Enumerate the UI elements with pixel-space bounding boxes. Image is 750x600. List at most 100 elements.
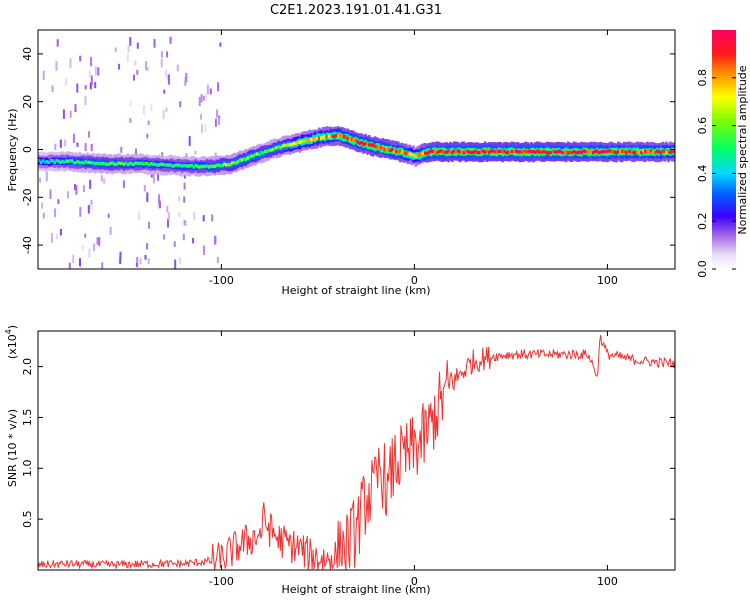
spectrogram-cell: [636, 150, 639, 155]
spectrogram-cell: [271, 148, 275, 152]
spectrogram-cell: [267, 148, 271, 153]
spectrogram-cell: [147, 258, 150, 265]
spectrogram-cell: [146, 133, 149, 139]
spectrogram-cell: [101, 262, 104, 269]
colorbar-ticks: 0.0 0.2 0.4 0.6 0.8: [696, 69, 736, 278]
spectrogram-cell: [176, 64, 179, 72]
spectrogram-cell: [138, 161, 141, 166]
spectrogram-cell: [169, 36, 172, 44]
spectrogram-cell: [159, 200, 161, 209]
spectrogram-cell: [275, 146, 278, 150]
spectrogram-cell: [163, 234, 166, 240]
spectrogram-cell: [551, 149, 554, 153]
spectrogram-cell: [659, 150, 663, 155]
snr-multiplier-text: (x10: [6, 334, 19, 359]
spectrogram-cell: [632, 150, 635, 154]
snr-multiplier-close: ): [6, 325, 19, 329]
spectrogram-cell: [308, 138, 311, 142]
spectrogram-cell: [566, 151, 570, 155]
spectrogram-cell: [107, 162, 110, 166]
spectrogram-cell: [547, 151, 551, 155]
spectrogram-cell: [439, 149, 442, 153]
spectrogram-cell: [512, 149, 516, 153]
spectrogram-cell: [383, 148, 386, 152]
spectrogram-cell: [466, 149, 469, 154]
spectrogram-cell: [200, 164, 203, 169]
spectrogram-cell: [90, 75, 93, 86]
spectrogram-cell: [120, 147, 123, 153]
snr-panel: -100 0 100 0.5 1.0 1.5 2.0 Height of straight …: [4, 325, 676, 596]
spectrogram-cell: [93, 243, 96, 252]
spectrogram-cell: [586, 150, 589, 154]
spectrogram-cell: [118, 63, 120, 70]
spectrogram-cell: [240, 158, 244, 162]
spectrogram-cell: [549, 150, 552, 155]
spectrogram-cell: [406, 151, 410, 155]
spectrogram-cell: [45, 171, 48, 182]
spectrogram-cell: [561, 151, 564, 155]
spectrogram-cell: [640, 150, 643, 155]
spectrogram-cell: [221, 163, 224, 167]
spectrogram-cell: [238, 158, 242, 162]
spectrogram-cell: [75, 185, 78, 195]
spectrogram-cell: [510, 149, 514, 154]
spectrogram-cell: [250, 154, 253, 158]
spectrogram-cell: [157, 172, 159, 181]
spectrogram-cell: [56, 39, 59, 47]
spectrogram-cell: [165, 107, 168, 113]
spectrogram-cell: [217, 82, 220, 92]
spectrogram-cell: [302, 139, 305, 143]
spectrogram-cell: [185, 220, 188, 227]
spectrogram-cell: [429, 149, 433, 153]
spectrogram-cell: [147, 120, 150, 126]
spectrogram-cell: [70, 159, 74, 163]
spectrogram-cell: [211, 214, 214, 222]
spectrogram-cell: [135, 263, 138, 268]
spectrogram-cell: [39, 177, 42, 183]
spectrogram-cell: [451, 150, 454, 154]
spectrogram-cell: [69, 110, 72, 118]
spectrogram-cell: [433, 149, 437, 153]
spectrogram-cell: [227, 163, 230, 167]
spectrogram-cell: [244, 157, 247, 162]
colorbar-tick-label: 0.4: [696, 165, 709, 183]
spectrogram-cell: [269, 148, 273, 152]
spectrogram-cell: [165, 69, 167, 78]
spectrogram-cell: [160, 51, 163, 58]
snr-ytick-label: 0.5: [21, 510, 34, 528]
spectrogram-cell: [414, 154, 417, 159]
spectrogram-cell: [111, 161, 114, 165]
spectrogram-cell: [49, 159, 53, 163]
spectrogram-cell: [157, 163, 161, 167]
spectrogram-xtick-label: 0: [411, 274, 418, 287]
snr-plot-area: [38, 331, 675, 570]
spectrogram-cell: [601, 149, 605, 154]
spectrogram-cell: [161, 162, 164, 166]
spectrogram-cell: [129, 100, 132, 107]
spectrogram-cell: [145, 61, 148, 71]
spectrogram-cell: [90, 199, 93, 206]
spectrogram-cell: [296, 140, 300, 144]
spectrogram-cell: [649, 149, 653, 153]
spectrogram-cell: [225, 163, 228, 167]
spectrogram-cell: [67, 159, 70, 163]
spectrogram-cell: [62, 109, 65, 119]
spectrogram-cell: [182, 233, 185, 241]
spectrogram-cell: [61, 159, 64, 164]
spectrogram-cell: [124, 161, 128, 165]
spectrogram-cell: [360, 141, 363, 145]
spectrogram-cell: [96, 237, 99, 245]
spectrogram-cell: [128, 161, 132, 165]
spectrogram-cell: [207, 165, 211, 169]
spectrogram-cell: [213, 235, 216, 245]
spectrogram-cell: [653, 151, 657, 155]
spectrogram-cell: [198, 165, 201, 169]
spectrogram-cell: [103, 177, 106, 184]
spectrogram-cell: [472, 150, 475, 155]
spectrogram-cell: [599, 150, 603, 154]
spectrogram-cell: [216, 109, 219, 118]
spectrogram-ylabel: Frequency (Hz): [6, 109, 19, 192]
spectrogram-cell: [265, 149, 269, 153]
spectrogram-cell: [431, 149, 435, 153]
spectrogram-cell: [420, 152, 423, 156]
